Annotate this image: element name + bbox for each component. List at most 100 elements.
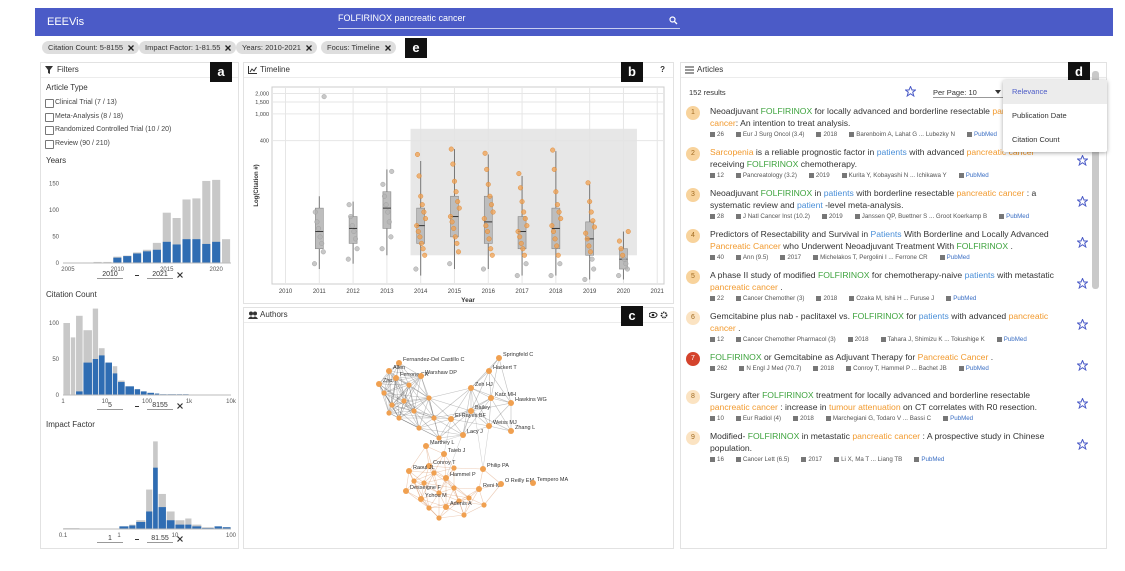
bookmark-star[interactable]: [1077, 439, 1088, 450]
article-title[interactable]: A phase II study of modified FOLFIRINOX …: [710, 269, 1055, 293]
chip-remove[interactable]: [305, 44, 312, 51]
author-node[interactable]: [406, 382, 412, 388]
paper-point[interactable]: [517, 234, 523, 240]
author-node[interactable]: [386, 368, 392, 374]
author-node[interactable]: [418, 496, 424, 502]
paper-point[interactable]: [587, 249, 593, 255]
bookmark-star[interactable]: [1077, 398, 1088, 409]
paper-point[interactable]: [480, 266, 486, 272]
paper-point[interactable]: [554, 243, 560, 249]
pubmed-link-text[interactable]: PubMed: [950, 415, 974, 422]
paper-point[interactable]: [449, 219, 455, 225]
paper-point[interactable]: [517, 185, 523, 191]
author-node[interactable]: [393, 375, 399, 381]
paper-point[interactable]: [346, 202, 352, 208]
paper-point[interactable]: [415, 229, 421, 235]
range-max-input[interactable]: 8155: [147, 402, 173, 410]
paper-point[interactable]: [456, 205, 462, 211]
paper-point[interactable]: [591, 224, 597, 230]
paper-point[interactable]: [383, 202, 389, 208]
paper-point[interactable]: [616, 273, 622, 279]
paper-point[interactable]: [386, 219, 392, 225]
paper-point[interactable]: [312, 209, 318, 215]
paper-point[interactable]: [620, 252, 626, 258]
paper-point[interactable]: [552, 236, 558, 242]
author-node[interactable]: [466, 495, 472, 501]
paper-point[interactable]: [516, 171, 522, 177]
pubmed-link-text[interactable]: PubMed: [973, 131, 997, 138]
range-min-input[interactable]: 2010: [97, 271, 123, 279]
pubmed-link-text[interactable]: PubMed: [965, 365, 989, 372]
range-max-input[interactable]: 2021: [147, 271, 173, 279]
paper-point[interactable]: [548, 273, 554, 279]
article-title[interactable]: FOLFIRINOX or Gemcitabine as Adjuvant Th…: [710, 351, 1055, 363]
paper-point[interactable]: [385, 209, 391, 215]
author-node[interactable]: [436, 515, 442, 521]
article-title[interactable]: Predictors of Resectability and Survival…: [710, 228, 1055, 252]
filter-chip[interactable]: Citation Count: 5-8155: [42, 41, 140, 54]
article-title[interactable]: Neoadjuvant FOLFIRINOX in patients with …: [710, 187, 1055, 211]
paper-point[interactable]: [549, 223, 555, 229]
author-node[interactable]: [436, 490, 442, 496]
paper-point[interactable]: [317, 234, 323, 240]
author-node[interactable]: [389, 402, 395, 408]
pubmed-link-text[interactable]: PubMed: [1006, 213, 1030, 220]
paper-point[interactable]: [419, 202, 425, 208]
author-node[interactable]: [396, 360, 402, 366]
pubmed-link-text[interactable]: PubMed: [965, 172, 989, 179]
author-node[interactable]: [468, 385, 474, 391]
paper-point[interactable]: [422, 216, 428, 222]
scrollbar[interactable]: [1092, 71, 1099, 289]
paper-point[interactable]: [490, 209, 496, 215]
paper-point[interactable]: [591, 266, 597, 272]
bookmark-star[interactable]: [1077, 319, 1088, 330]
paper-point[interactable]: [489, 252, 495, 258]
per-page[interactable]: Per Page: 10: [933, 88, 1003, 98]
paper-point[interactable]: [451, 225, 457, 231]
paper-point[interactable]: [321, 94, 327, 100]
bookmark-star[interactable]: [1077, 237, 1088, 248]
paper-point[interactable]: [589, 256, 595, 262]
author-node[interactable]: [488, 395, 494, 401]
paper-point[interactable]: [625, 229, 631, 235]
author-node[interactable]: [530, 480, 536, 486]
paper-point[interactable]: [453, 189, 459, 195]
paper-point[interactable]: [316, 225, 322, 231]
paper-point[interactable]: [588, 209, 594, 215]
paper-point[interactable]: [354, 246, 360, 252]
author-node[interactable]: [486, 423, 492, 429]
author-node[interactable]: [498, 481, 504, 487]
paper-point[interactable]: [379, 246, 385, 252]
author-node[interactable]: [443, 504, 449, 510]
paper-point[interactable]: [353, 236, 359, 242]
paper-point[interactable]: [416, 173, 422, 179]
range-max-input[interactable]: 81.55: [147, 535, 173, 543]
pubmed-link[interactable]: PubMed: [939, 254, 976, 261]
pubmed-link[interactable]: PubMed: [914, 456, 950, 463]
bookmark-star[interactable]: [1077, 278, 1088, 289]
paper-point[interactable]: [312, 261, 318, 267]
author-node[interactable]: [443, 475, 449, 481]
paper-point[interactable]: [555, 252, 561, 258]
chip-remove[interactable]: [128, 44, 135, 51]
paper-point[interactable]: [553, 189, 559, 195]
paper-point[interactable]: [523, 261, 529, 267]
help-icon[interactable]: ?: [660, 65, 665, 74]
paper-point[interactable]: [486, 236, 492, 242]
paper-point[interactable]: [381, 193, 387, 199]
paper-point[interactable]: [550, 229, 556, 235]
close-icon[interactable]: [177, 403, 183, 409]
author-node[interactable]: [386, 410, 392, 416]
close-icon[interactable]: [177, 536, 183, 542]
author-node[interactable]: [406, 468, 412, 474]
close-icon[interactable]: [177, 272, 183, 278]
paper-point[interactable]: [584, 236, 590, 242]
paper-point[interactable]: [414, 151, 420, 157]
paper-point[interactable]: [583, 230, 589, 236]
paper-point[interactable]: [488, 202, 494, 208]
paper-point[interactable]: [551, 166, 557, 172]
paper-point[interactable]: [455, 199, 461, 205]
author-node[interactable]: [421, 480, 427, 486]
paper-point[interactable]: [422, 252, 428, 258]
paper-point[interactable]: [421, 209, 427, 215]
